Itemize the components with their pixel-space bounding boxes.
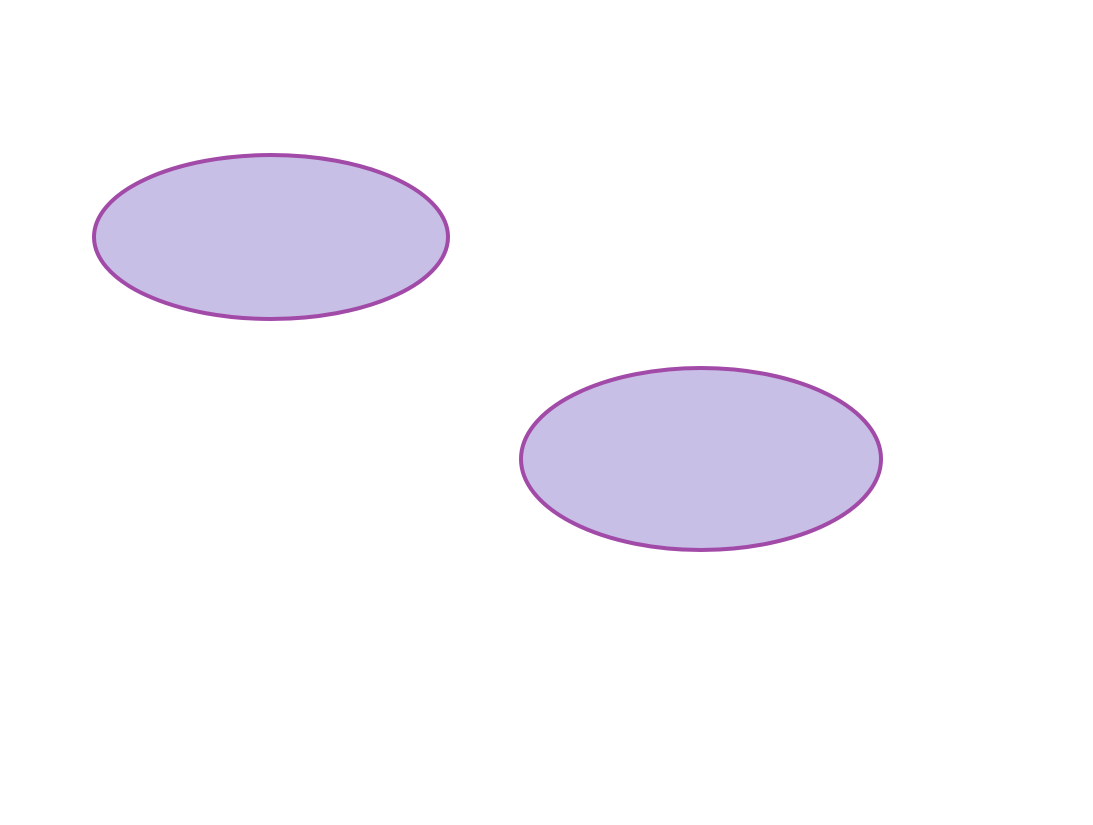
ellipse-shape-2 xyxy=(519,366,883,552)
shapes-layer xyxy=(92,153,883,552)
ellipse-shape-1 xyxy=(92,153,450,321)
